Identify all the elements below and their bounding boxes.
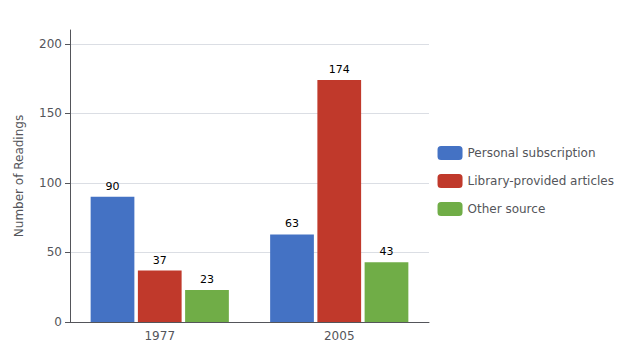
svg-text:Number of Readings: Number of Readings xyxy=(12,115,26,237)
svg-text:Other source: Other source xyxy=(468,202,546,216)
svg-text:1977: 1977 xyxy=(144,329,175,343)
svg-text:90: 90 xyxy=(106,180,120,193)
svg-text:50: 50 xyxy=(47,245,62,259)
svg-text:150: 150 xyxy=(39,106,62,120)
svg-text:174: 174 xyxy=(329,63,350,76)
svg-text:43: 43 xyxy=(379,245,393,258)
svg-text:2005: 2005 xyxy=(324,329,355,343)
svg-text:100: 100 xyxy=(39,176,62,190)
svg-text:37: 37 xyxy=(153,254,167,267)
svg-text:23: 23 xyxy=(200,273,214,286)
svg-text:Personal subscription: Personal subscription xyxy=(468,146,596,160)
svg-text:Library-provided articles: Library-provided articles xyxy=(468,174,614,188)
svg-text:0: 0 xyxy=(54,315,62,329)
svg-text:63: 63 xyxy=(285,217,299,230)
svg-text:200: 200 xyxy=(39,37,62,51)
